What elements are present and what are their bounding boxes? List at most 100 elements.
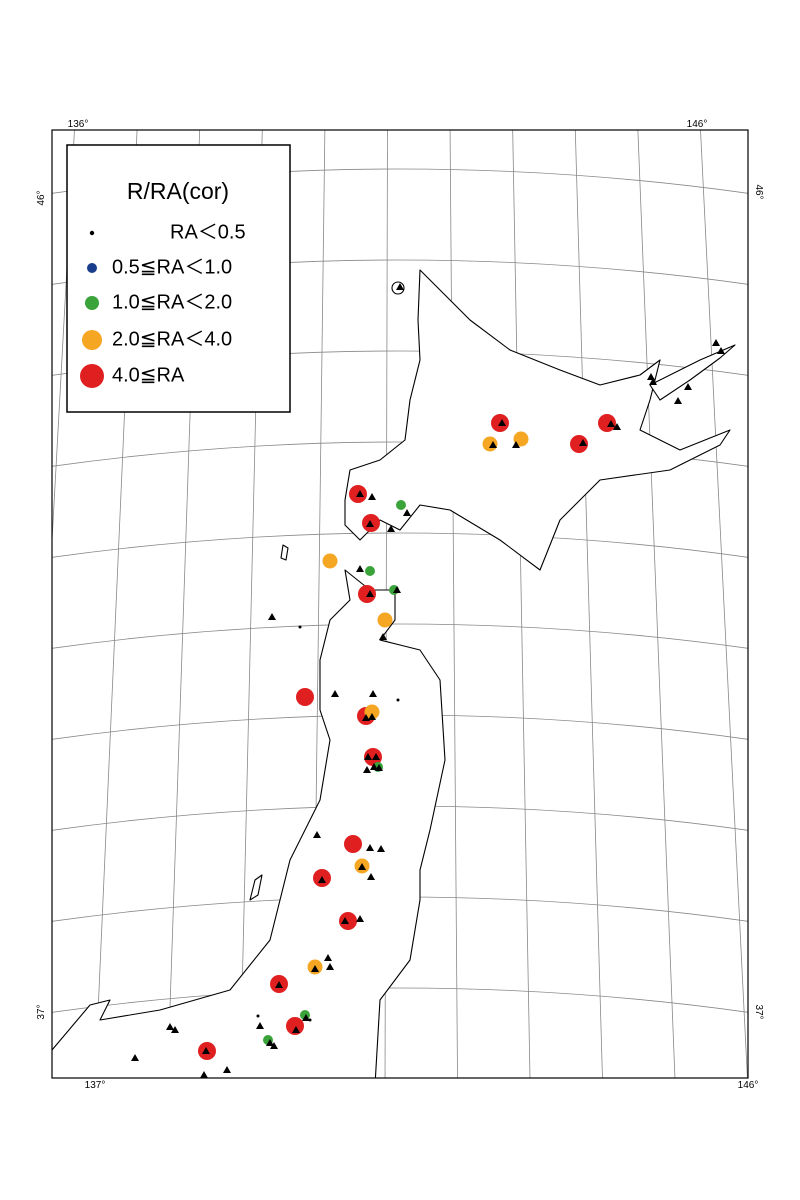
station-triangle <box>387 525 395 532</box>
lat-label: 37° <box>753 1004 764 1019</box>
station-triangle <box>372 753 380 760</box>
legend-symbol <box>82 330 102 350</box>
lon-label: 146° <box>687 119 708 130</box>
station-triangle <box>302 1014 310 1021</box>
station-triangle <box>223 1066 231 1073</box>
station-triangle <box>362 714 370 721</box>
legend: R/RA(cor) RA＜0.5 0.5≦RA＜1.0 1.0≦RA＜2.0 2… <box>66 144 291 413</box>
meridian <box>700 130 748 1078</box>
station-dot <box>396 698 400 702</box>
station-triangle <box>512 441 520 448</box>
station-triangle <box>268 613 276 620</box>
hokkaido <box>344 269 731 571</box>
station-triangle <box>324 954 332 961</box>
station-triangle <box>712 339 720 346</box>
map-frame <box>51 129 749 1079</box>
lat-label: 46° <box>36 190 47 205</box>
station-triangle <box>292 1026 300 1033</box>
station-triangle <box>613 423 621 430</box>
station-red <box>296 688 314 706</box>
legend-entry: 1.0≦RA＜2.0 <box>112 291 232 313</box>
station-triangle <box>171 1026 179 1033</box>
station-triangle <box>369 690 377 697</box>
station-triangle <box>311 965 319 972</box>
station-triangle <box>356 915 364 922</box>
station-triangle <box>674 397 682 404</box>
lat-label: 46° <box>753 184 764 199</box>
station-triangle <box>313 831 321 838</box>
station-red <box>358 585 376 603</box>
station-triangle <box>166 1023 174 1030</box>
station-triangle <box>379 633 387 640</box>
station-triangle <box>366 590 374 597</box>
parallel <box>52 987 748 1013</box>
station-triangle <box>498 419 506 426</box>
sado-island <box>249 874 263 901</box>
parallel <box>40 78 760 104</box>
station-triangle <box>356 490 364 497</box>
station-triangle <box>403 509 411 516</box>
station-triangle <box>489 441 497 448</box>
legend-symbol <box>89 230 95 236</box>
meridian <box>52 130 75 549</box>
station-triangle <box>275 981 283 988</box>
station-red <box>339 912 357 930</box>
lon-label: 137° <box>85 1080 106 1091</box>
station-triangle <box>396 283 404 290</box>
legend-entry: 0.5≦RA＜1.0 <box>112 256 232 278</box>
station-red <box>344 835 362 853</box>
coastlines <box>52 269 736 1078</box>
legend-entry: 2.0≦RA＜4.0 <box>112 328 232 350</box>
legend-symbol <box>80 364 104 388</box>
station-triangle <box>356 565 364 572</box>
legend-entry: 4.0≦RA <box>112 364 185 386</box>
station-triangle <box>366 844 374 851</box>
station-triangle <box>368 493 376 500</box>
station-triangle <box>684 383 692 390</box>
station-triangle <box>363 766 371 773</box>
station-orange <box>377 612 393 628</box>
meridian <box>763 120 800 1090</box>
station-orange <box>482 436 498 452</box>
station-triangle <box>331 690 339 697</box>
station-triangle <box>318 876 326 883</box>
station-triangle <box>366 520 374 527</box>
station-dot <box>298 625 302 629</box>
station-red <box>570 435 588 453</box>
lon-label: 146° <box>738 1080 759 1091</box>
station-dot <box>256 1014 260 1018</box>
station-triangle <box>393 586 401 593</box>
legend-symbol <box>87 263 97 273</box>
station-triangle <box>367 873 375 880</box>
meridian <box>0 120 13 1090</box>
station-green <box>365 566 375 576</box>
station-red <box>598 414 616 432</box>
parallel <box>52 532 748 558</box>
station-triangle <box>375 764 383 771</box>
station-triangle <box>370 763 378 770</box>
station-orange <box>364 704 380 720</box>
station-triangle <box>341 917 349 924</box>
station-triangle <box>368 713 376 720</box>
station-triangle <box>266 1039 274 1046</box>
station-triangle <box>200 1071 208 1078</box>
station-red <box>364 748 382 766</box>
station-triangle <box>579 439 587 446</box>
station-triangle <box>377 845 385 852</box>
station-triangle <box>364 753 372 760</box>
station-orange <box>513 431 529 447</box>
station-triangle <box>131 1054 139 1061</box>
legend-entry: RA＜0.5 <box>170 221 246 243</box>
lon-label: 136° <box>68 119 89 130</box>
station-triangle <box>326 963 334 970</box>
legend-box <box>66 144 291 413</box>
station-triangle <box>607 420 615 427</box>
station-orange <box>322 553 338 569</box>
station-triangle <box>717 347 725 354</box>
station-triangle <box>202 1047 210 1054</box>
station-triangle <box>270 1042 278 1049</box>
stations <box>131 283 725 1078</box>
meridian <box>512 130 531 1078</box>
legend-symbol <box>85 296 99 310</box>
